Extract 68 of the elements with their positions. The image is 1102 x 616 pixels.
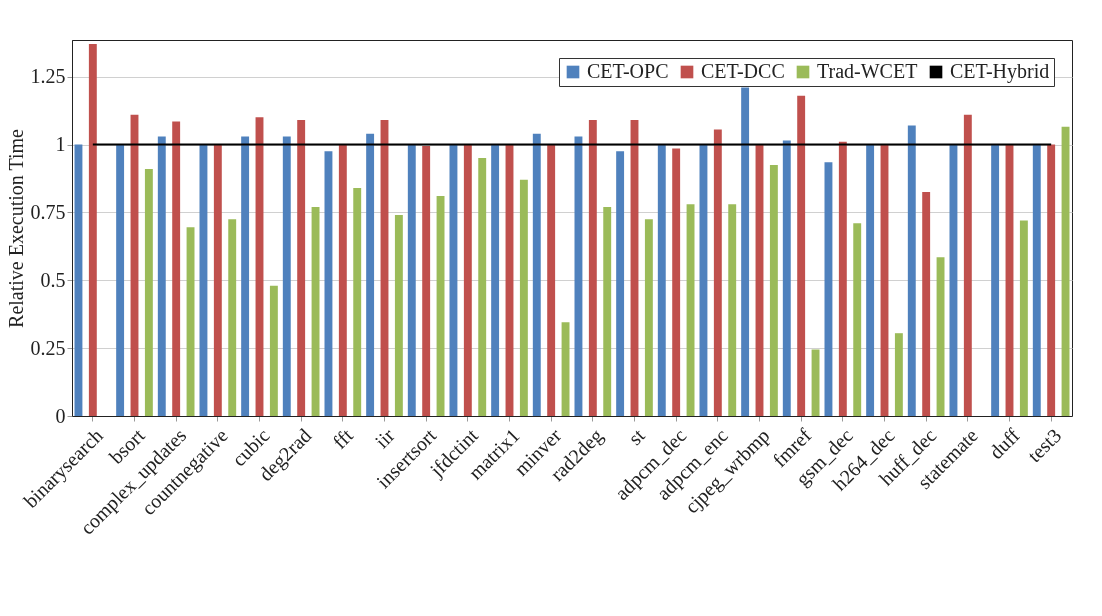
bar: [1019, 220, 1028, 416]
bar: [769, 164, 778, 416]
bar: [394, 215, 403, 416]
bar: [922, 192, 931, 416]
bar: [907, 125, 916, 416]
bar: [811, 349, 820, 416]
x-tick-label: fft: [328, 423, 358, 453]
bar: [782, 140, 791, 416]
bar: [172, 121, 181, 416]
bar: [116, 144, 125, 416]
bar: [422, 145, 431, 416]
x-tick-label: duff: [984, 423, 1024, 463]
bar: [241, 136, 250, 416]
bar: [338, 144, 347, 416]
bar: [741, 87, 750, 416]
bar: [311, 206, 320, 416]
bar: [603, 206, 612, 416]
y-tick-label: 0: [55, 404, 66, 427]
y-tick-label: 0.25: [30, 336, 66, 359]
bar: [297, 120, 306, 416]
bar: [1032, 144, 1041, 416]
bar: [963, 114, 972, 416]
bar: [407, 144, 416, 416]
bar: [686, 204, 695, 416]
bar: [269, 285, 278, 416]
y-tick-label: 0.5: [40, 268, 66, 291]
bar: [588, 120, 597, 416]
bar: [547, 144, 556, 416]
bar: [157, 136, 166, 416]
bar: [797, 95, 806, 416]
bar: [838, 141, 847, 416]
bar: [228, 219, 237, 416]
bar: [853, 223, 862, 416]
bar: [366, 133, 375, 416]
bar: [1061, 126, 1070, 416]
y-tick-label: 1: [55, 133, 66, 156]
bar: [436, 196, 445, 416]
bar: [478, 158, 487, 416]
legend-label: CET-OPC: [587, 60, 669, 82]
bar: [519, 179, 528, 416]
bar: [282, 136, 291, 416]
bar: [561, 322, 570, 416]
legend-label: Trad-WCET: [817, 60, 918, 82]
bar: [532, 133, 541, 416]
bar: [991, 144, 1000, 416]
bar: [186, 227, 195, 416]
y-tick-label: 0.75: [30, 200, 66, 223]
bar: [866, 144, 875, 416]
legend-label: CET-DCC: [701, 60, 785, 82]
bar: [713, 129, 722, 416]
x-tick-label: test3: [1023, 424, 1066, 467]
bar: [1047, 144, 1056, 416]
bar: [936, 257, 945, 416]
y-tick-label: 1.25: [30, 65, 66, 88]
bar: [672, 148, 681, 416]
bar: [213, 144, 222, 416]
bar: [616, 151, 625, 416]
bar: [491, 144, 500, 416]
bar: [144, 168, 153, 416]
bar: [728, 204, 737, 416]
bar: [644, 219, 653, 416]
bar: [463, 144, 472, 416]
bar: [353, 187, 362, 416]
legend-label: CET-Hybrid: [950, 60, 1050, 83]
y-axis-title: Relative Execution Time: [4, 128, 27, 328]
bar: [894, 333, 903, 416]
bar: [657, 144, 666, 416]
bar: [88, 44, 97, 416]
